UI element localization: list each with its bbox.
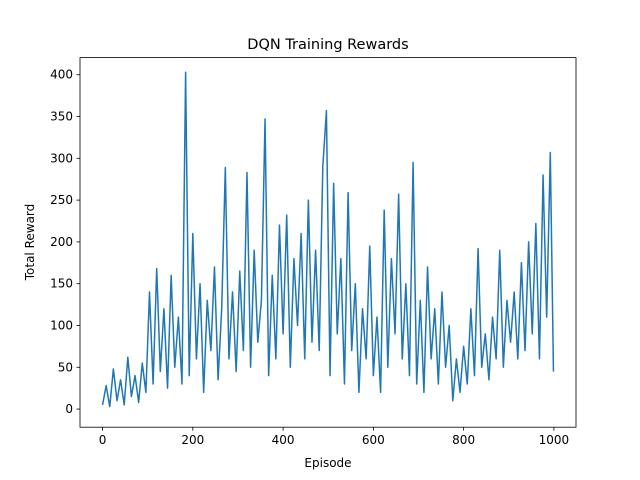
axes-frame [79,57,577,428]
y-axis-label: Total Reward [23,204,37,282]
x-axis-label: Episode [304,456,351,470]
y-tick-label: 300 [50,151,73,165]
y-tick-label: 400 [50,68,73,82]
y-tick-label: 200 [50,235,73,249]
y-tick-label: 0 [65,402,73,416]
x-tick-label: 600 [362,433,385,447]
x-tick-label: 800 [452,433,475,447]
line-series [101,71,555,408]
x-tick-label: 1000 [539,433,570,447]
y-tick-label: 250 [50,193,73,207]
y-tick-label: 150 [50,277,73,291]
y-tick-label: 100 [50,318,73,332]
x-tick-label: 200 [181,433,204,447]
y-tick-label: 350 [50,110,73,124]
chart-title: DQN Training Rewards [247,37,408,53]
x-tick-label: 400 [272,433,295,447]
y-tick-label: 50 [58,360,73,374]
x-tick-label: 0 [99,433,107,447]
